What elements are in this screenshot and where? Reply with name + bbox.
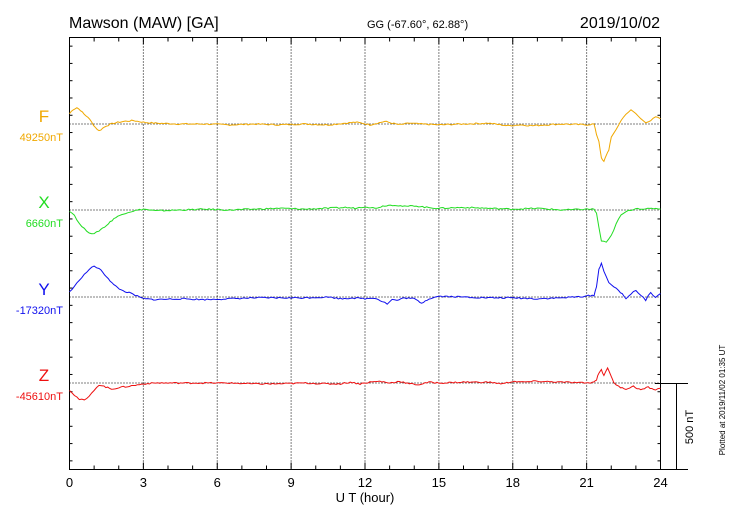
scale-bar: 500 nT xyxy=(655,383,696,470)
x-tick-label-21: 21 xyxy=(579,475,593,490)
x-tick-label-12: 12 xyxy=(358,475,372,490)
series-line-y xyxy=(69,261,661,305)
series-baseline-value-x: 6660nT xyxy=(26,218,64,230)
station-title: Mawson (MAW) [GA] xyxy=(69,15,219,32)
x-tick-label-6: 6 xyxy=(214,475,221,490)
series-baseline-value-y: -17320nT xyxy=(16,305,63,317)
series-lines xyxy=(69,107,661,401)
series-line-z xyxy=(69,366,661,401)
series-name-y: Y xyxy=(38,280,49,299)
scale-bar-label: 500 nT xyxy=(684,410,696,445)
coordinates-label: GG (-67.60°, 62.88°) xyxy=(367,19,468,31)
x-tick-label-9: 9 xyxy=(288,475,295,490)
x-tick-label-24: 24 xyxy=(653,475,667,490)
series-line-f xyxy=(69,107,661,163)
x-axis-label: U T (hour) xyxy=(336,490,395,505)
x-tick-label-3: 3 xyxy=(140,475,147,490)
vertical-grid xyxy=(142,37,588,470)
x-tick-labels: 0 3 6 9 12 15 18 21 24 xyxy=(66,475,668,490)
series-name-x: X xyxy=(38,193,49,212)
x-tick-label-18: 18 xyxy=(506,475,520,490)
plotted-at-note: Plotted at 2019/11/02 01:35 UT xyxy=(718,345,727,456)
series-line-x xyxy=(69,204,661,243)
series-name-z: Z xyxy=(39,366,49,385)
series-labels: F 49250nT X 6660nT Y -17320nT Z -45610nT xyxy=(16,107,63,403)
axis-ticks xyxy=(69,37,661,470)
x-tick-label-15: 15 xyxy=(432,475,446,490)
series-baseline-value-f: 49250nT xyxy=(20,132,64,144)
series-name-f: F xyxy=(39,107,49,126)
date-label: 2019/10/02 xyxy=(580,15,660,32)
x-tick-label-0: 0 xyxy=(66,475,73,490)
series-baseline-value-z: -45610nT xyxy=(16,391,63,403)
